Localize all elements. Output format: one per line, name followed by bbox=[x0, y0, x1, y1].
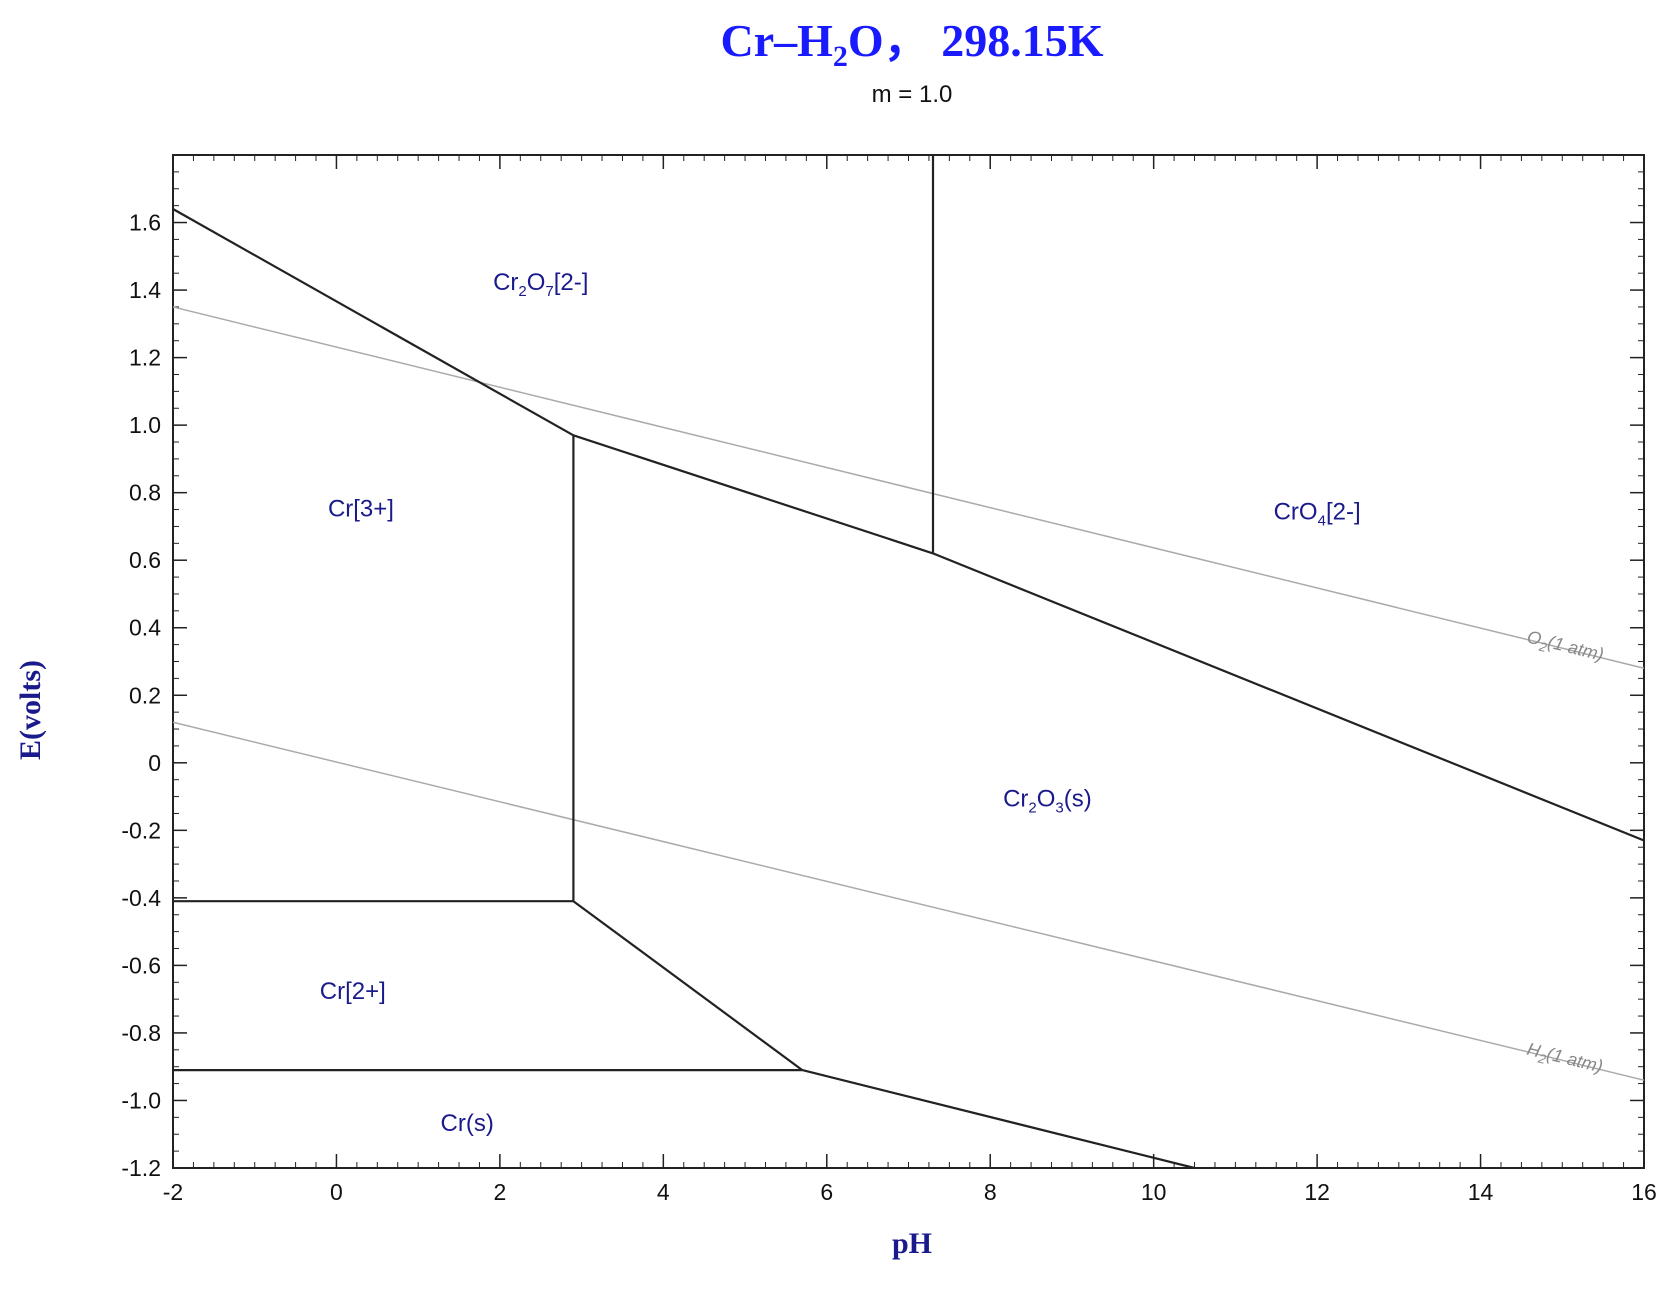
y-tick-label: 1.0 bbox=[129, 412, 161, 438]
region-label-part: O bbox=[1037, 786, 1056, 813]
phase-boundary-7 bbox=[572, 900, 803, 1071]
y-tick-label: -1.2 bbox=[121, 1155, 161, 1181]
x-tick-label: -2 bbox=[163, 1179, 183, 1205]
y-tick-label: 1.4 bbox=[129, 277, 161, 303]
chart-title-part-3: O， 298.15K bbox=[848, 15, 1104, 66]
region-label-part: Cr[2+] bbox=[320, 978, 386, 1005]
phase-boundary-9 bbox=[802, 1069, 1195, 1170]
x-tick-label: 0 bbox=[330, 1179, 343, 1205]
y-tick-label: 0.6 bbox=[129, 547, 161, 573]
reference-label-h2: H2(1 atm) bbox=[1524, 1039, 1605, 1081]
x-tick-label: 6 bbox=[820, 1179, 833, 1205]
chart-title-subscript: 2 bbox=[833, 40, 848, 73]
chart-title-part-1: Cr–H bbox=[721, 15, 834, 66]
x-tick-label: 10 bbox=[1141, 1179, 1167, 1205]
reference-line-h2 bbox=[172, 721, 1645, 1081]
phase-boundary-3 bbox=[932, 552, 1645, 842]
y-tick-label: 1.6 bbox=[129, 210, 161, 236]
reference-label-main: H bbox=[1525, 1039, 1543, 1062]
y-tick-label: -1.0 bbox=[121, 1087, 161, 1113]
phase-boundary-1 bbox=[172, 208, 574, 437]
region-label-part: (s) bbox=[1064, 786, 1092, 813]
phase-boundary-2 bbox=[573, 434, 934, 555]
y-tick-label: 1.2 bbox=[129, 345, 161, 371]
region-label-subscript: 2 bbox=[518, 283, 526, 300]
region-label-1: Cr2O7[2-] bbox=[493, 269, 588, 300]
x-tick-label: 14 bbox=[1468, 1179, 1494, 1205]
region-label-part: [2-] bbox=[554, 269, 589, 296]
reference-label-rest: (1 atm) bbox=[1546, 632, 1606, 665]
region-label-part: CrO bbox=[1274, 499, 1318, 526]
region-label-subscript: 3 bbox=[1055, 800, 1063, 817]
region-label-part: O bbox=[527, 269, 546, 296]
region-label-3: CrO4[2-] bbox=[1274, 499, 1361, 530]
x-tick-label: 8 bbox=[984, 1179, 997, 1205]
y-tick-label: 0.8 bbox=[129, 480, 161, 506]
y-tick-label: -0.8 bbox=[121, 1020, 161, 1046]
region-label-subscript: 4 bbox=[1318, 513, 1326, 530]
y-axis-label: E(volts) bbox=[14, 660, 47, 760]
region-label-part: [2-] bbox=[1326, 499, 1361, 526]
y-tick-label: -0.2 bbox=[121, 817, 161, 843]
region-label-part: Cr bbox=[1003, 786, 1028, 813]
plot-frame bbox=[172, 154, 1645, 1169]
x-tick-label: 4 bbox=[657, 1179, 670, 1205]
region-label-2: Cr[3+] bbox=[328, 495, 394, 522]
x-axis-label: pH bbox=[892, 1227, 932, 1260]
reference-label-rest: (1 atm) bbox=[1545, 1044, 1605, 1077]
region-label-5: Cr[2+] bbox=[320, 978, 386, 1005]
region-label-part: Cr bbox=[493, 269, 518, 296]
region-label-part: Cr[3+] bbox=[328, 495, 394, 522]
chart-subtitle: m = 1.0 bbox=[872, 81, 953, 108]
x-tick-label: 2 bbox=[493, 1179, 506, 1205]
x-tick-label: 16 bbox=[1631, 1179, 1657, 1205]
y-tick-label: 0 bbox=[148, 750, 161, 776]
reference-line-o2 bbox=[172, 306, 1645, 669]
region-label-subscript: 7 bbox=[545, 283, 553, 300]
region-label-part: Cr(s) bbox=[441, 1110, 494, 1137]
y-tick-label: 0.2 bbox=[129, 682, 161, 708]
x-tick-label: 12 bbox=[1304, 1179, 1330, 1205]
chart-title: Cr–H2O， 298.15K bbox=[721, 15, 1104, 73]
reference-label-o2: O2(1 atm) bbox=[1524, 627, 1606, 669]
region-label-subscript: 2 bbox=[1028, 800, 1036, 817]
region-label-4: Cr2O3(s) bbox=[1003, 786, 1092, 817]
y-tick-label: 0.4 bbox=[129, 615, 161, 641]
region-label-6: Cr(s) bbox=[441, 1110, 494, 1137]
plot-area: -2 0 2 4 6 8 10 12 14 16 -1.2 -1.0 -0.8 -0.6 -0.4 -0.2 0… bbox=[121, 154, 1657, 1205]
y-tick-label: -0.4 bbox=[121, 885, 161, 911]
y-tick-label: -0.6 bbox=[121, 952, 161, 978]
reference-label-main: O bbox=[1525, 627, 1543, 650]
